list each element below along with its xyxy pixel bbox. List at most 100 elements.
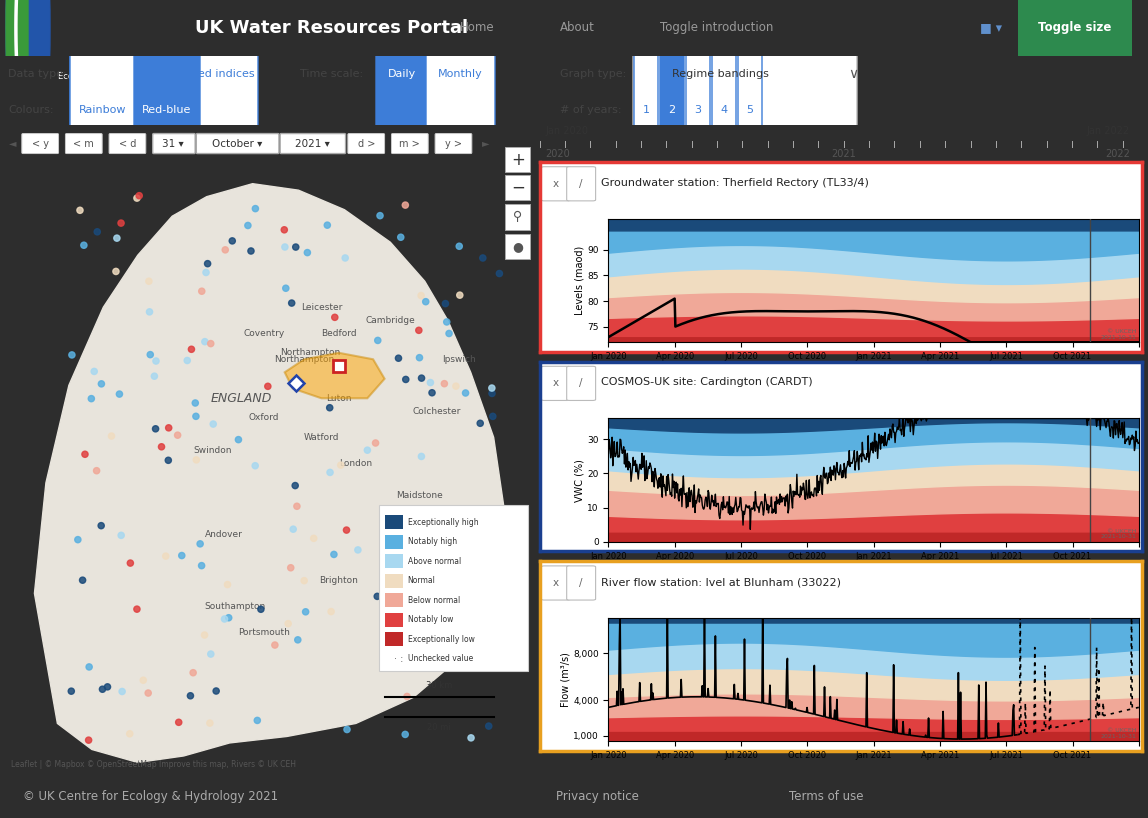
Text: 2021: 2021 <box>831 149 856 159</box>
Y-axis label: Flow (m³/s): Flow (m³/s) <box>560 652 571 708</box>
Point <box>92 377 110 390</box>
Circle shape <box>6 0 51 208</box>
Text: y >: y > <box>445 138 461 149</box>
Text: x: x <box>553 179 559 189</box>
Point <box>457 386 475 399</box>
Point <box>184 666 202 679</box>
Point <box>239 219 257 232</box>
Point <box>113 685 131 698</box>
Point <box>396 728 414 741</box>
Text: ENGLAND: ENGLAND <box>210 392 272 405</box>
Point <box>332 459 350 472</box>
Text: · :: · : <box>394 654 403 663</box>
FancyBboxPatch shape <box>712 20 736 200</box>
Text: ■ ▾: ■ ▾ <box>980 21 1002 34</box>
Point <box>85 365 103 378</box>
Point <box>248 714 266 727</box>
Point <box>282 296 301 309</box>
FancyBboxPatch shape <box>377 0 428 173</box>
Text: Maidstone: Maidstone <box>396 492 442 501</box>
Point <box>474 604 492 617</box>
Point <box>378 582 396 595</box>
Point <box>183 343 201 356</box>
Point <box>156 550 174 563</box>
Text: /: / <box>580 179 583 189</box>
FancyBboxPatch shape <box>426 0 495 173</box>
Point <box>437 316 456 329</box>
Text: Daily: Daily <box>388 70 416 79</box>
FancyBboxPatch shape <box>687 20 709 200</box>
Point <box>410 324 428 337</box>
Point <box>402 640 420 653</box>
Text: 2020: 2020 <box>545 149 571 159</box>
Text: Exceptionally high: Exceptionally high <box>408 518 479 527</box>
Text: 31 ▾: 31 ▾ <box>163 138 184 149</box>
Point <box>88 225 107 238</box>
Point <box>287 240 305 254</box>
Point <box>230 433 248 446</box>
Point <box>121 727 139 740</box>
Text: Leicester: Leicester <box>301 303 342 312</box>
Text: m >: m > <box>400 138 420 149</box>
Text: Below normal: Below normal <box>408 596 460 605</box>
Point <box>417 295 435 308</box>
Point <box>216 243 234 256</box>
Wedge shape <box>6 0 28 208</box>
Point <box>170 716 188 729</box>
Text: Notably low: Notably low <box>408 615 453 624</box>
Text: Privacy notice: Privacy notice <box>556 790 638 803</box>
Point <box>379 656 397 669</box>
Point <box>145 370 163 383</box>
Text: 1: 1 <box>643 105 650 115</box>
Text: Portsmouth: Portsmouth <box>238 628 290 637</box>
Point <box>169 429 187 442</box>
Text: Canterbury: Canterbury <box>422 524 473 533</box>
Text: Andover: Andover <box>205 530 242 539</box>
Point <box>186 397 204 410</box>
FancyBboxPatch shape <box>22 133 59 154</box>
Text: October ▾: October ▾ <box>212 138 263 149</box>
Bar <box>385 535 403 549</box>
Point <box>75 239 93 252</box>
Text: COSMOS-UK site: Cardington (CARDT): COSMOS-UK site: Cardington (CARDT) <box>602 377 813 388</box>
Text: © UK Centre for Ecology & Hydrology 2021: © UK Centre for Ecology & Hydrology 2021 <box>23 790 278 803</box>
Y-axis label: VWC (%): VWC (%) <box>574 459 584 501</box>
Text: ►: ► <box>482 138 490 149</box>
Text: Jan 2022: Jan 2022 <box>1087 126 1130 136</box>
Point <box>447 380 465 393</box>
FancyBboxPatch shape <box>435 133 472 154</box>
FancyBboxPatch shape <box>348 133 385 154</box>
Text: Toggle size: Toggle size <box>1038 21 1111 34</box>
Point <box>83 392 101 405</box>
Text: Jan 2020: Jan 2020 <box>545 126 589 136</box>
Point <box>191 537 209 551</box>
FancyBboxPatch shape <box>738 20 762 200</box>
Point <box>141 348 160 362</box>
Point <box>147 422 165 435</box>
Point <box>73 573 92 587</box>
Point <box>279 617 297 630</box>
Point <box>320 401 339 414</box>
Point <box>99 681 117 694</box>
Text: 2022: 2022 <box>1104 149 1130 159</box>
FancyBboxPatch shape <box>1018 0 1132 159</box>
FancyBboxPatch shape <box>567 566 596 600</box>
Text: Ipswich: Ipswich <box>442 355 476 364</box>
Point <box>321 605 340 618</box>
Point <box>127 191 146 204</box>
Text: Standardised indices: Standardised indices <box>138 70 255 79</box>
FancyBboxPatch shape <box>567 366 596 401</box>
Text: London: London <box>340 459 372 468</box>
Text: Colchester: Colchester <box>412 407 460 416</box>
Point <box>396 373 414 386</box>
Point <box>358 443 377 456</box>
Text: River flow station: Ivel at Blunham (33022): River flow station: Ivel at Blunham (330… <box>602 577 841 587</box>
FancyBboxPatch shape <box>633 0 858 181</box>
Point <box>139 686 157 699</box>
Text: Rainbow: Rainbow <box>79 105 126 115</box>
FancyBboxPatch shape <box>134 11 200 208</box>
Text: Watford: Watford <box>304 433 339 442</box>
Text: Groundwater station: Therfield Rectory (TL33/4): Groundwater station: Therfield Rectory (… <box>602 178 869 188</box>
FancyBboxPatch shape <box>153 133 195 154</box>
Text: 30 km: 30 km <box>426 681 452 690</box>
